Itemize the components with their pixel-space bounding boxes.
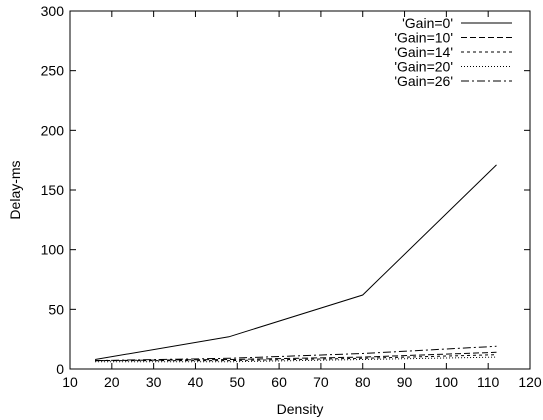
legend-label: 'Gain=20' [394,59,453,75]
x-tick-label: 20 [104,374,120,390]
series-lines [95,164,497,363]
x-tick-label: 50 [229,374,245,390]
series-line-2 [95,351,497,362]
series-line-3 [95,354,497,362]
axis-ticks: 10 20 30 40 50 60 70 80 90 100 110 120 0 50 100 150 200 2… [41,3,542,390]
legend-label: 'Gain=26' [394,73,453,89]
y-tick-label: 300 [41,3,65,19]
legend: 'Gain=0''Gain=10''Gain=14''Gain=20''Gain… [394,15,512,89]
x-tick-label: 30 [146,374,162,390]
y-tick-label: 150 [41,182,65,198]
legend-label: 'Gain=14' [394,44,453,60]
y-tick-label: 250 [41,63,65,79]
legend-label: 'Gain=10' [394,30,453,46]
x-tick-label: 80 [355,374,371,390]
y-tick-label: 0 [56,361,64,377]
x-tick-label: 100 [435,374,459,390]
x-tick-label: 60 [271,374,287,390]
x-tick-label: 120 [518,374,542,390]
x-tick-label: 10 [62,374,78,390]
series-line-1 [95,164,497,360]
y-tick-label: 200 [41,122,65,138]
x-axis-title: Density [277,401,324,417]
series-line-5 [95,345,497,362]
y-tick-label: 50 [48,301,64,317]
x-tick-label: 90 [397,374,413,390]
y-tick-label: 100 [41,242,65,258]
x-tick-label: 70 [313,374,329,390]
x-tick-label: 40 [188,374,204,390]
y-axis-title: Delay-ms [7,160,23,219]
series-line-4 [95,356,497,363]
x-tick-label: 110 [477,374,500,390]
legend-label: 'Gain=0' [402,15,453,31]
